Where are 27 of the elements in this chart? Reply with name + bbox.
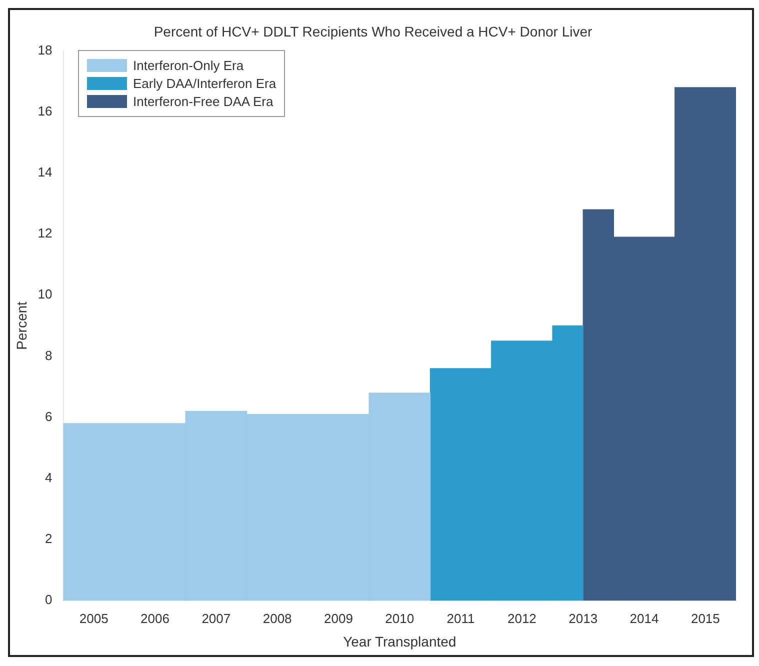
x-tick-label: 2012	[507, 610, 536, 626]
y-tick-label: 6	[45, 408, 52, 424]
x-tick-label: 2007	[202, 610, 231, 626]
legend-label: Interferon-Only Era	[133, 58, 244, 73]
y-tick-label: 10	[38, 286, 52, 302]
x-tick-label: 2014	[630, 610, 659, 626]
y-tick-label: 14	[38, 164, 52, 180]
y-tick-label: 16	[38, 103, 52, 118]
legend-label: Early DAA/Interferon Era	[133, 76, 276, 91]
y-tick-label: 0	[45, 592, 52, 608]
y-tick-label: 4	[45, 470, 52, 485]
y-tick-label: 12	[38, 226, 52, 241]
x-tick-label: 2011	[446, 610, 475, 626]
chart-title: Percent of HCV+ DDLT Recipients Who Received a HCV+ Donor Liver	[154, 23, 592, 40]
x-tick-label: 2009	[324, 610, 353, 626]
y-tick-label: 18	[38, 42, 52, 58]
y-tick-label: 2	[45, 531, 52, 546]
y-axis-title: Percent	[13, 301, 30, 350]
x-tick-label: 2015	[690, 610, 720, 626]
x-tick-label: 2006	[140, 610, 170, 626]
x-axis-title: Year Transplanted	[343, 633, 456, 650]
x-tick-label: 2013	[568, 610, 598, 626]
x-tick-label: 2005	[79, 610, 108, 626]
y-tick-label: 8	[45, 348, 52, 363]
x-tick-label: 2008	[262, 610, 292, 626]
legend-label: Interferon-Free DAA Era	[133, 94, 274, 109]
x-tick-label: 2010	[385, 610, 414, 626]
